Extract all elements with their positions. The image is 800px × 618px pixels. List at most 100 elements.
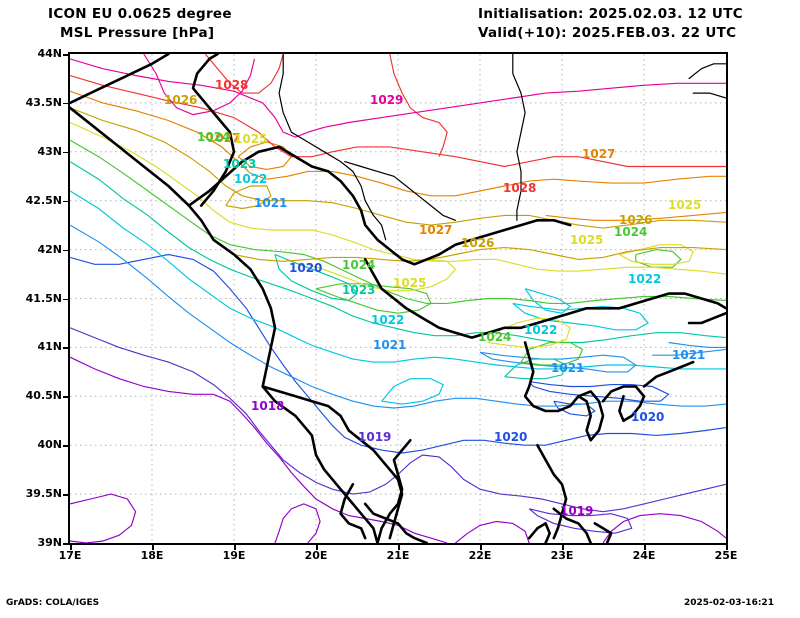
x-tick-mark [70,545,72,550]
y-tick-label: 43.5N [25,95,62,109]
y-tick-mark [63,445,68,447]
map-path [70,106,379,543]
y-tick-label: 41.5N [25,291,62,305]
graticule-grid [70,54,726,543]
map-path [274,253,358,302]
contour-label: 1021 [551,361,585,375]
y-tick-mark [63,54,68,56]
footer-timestamp: 2025-02-03-16:21 [684,598,774,608]
map-path [261,385,404,540]
map-path [70,493,137,543]
contour-label: 1027 [582,147,616,161]
y-tick-mark [63,151,68,154]
y-tick-label: 44N [37,47,62,60]
x-tick-mark [234,545,236,550]
map-path [552,507,592,543]
contour-label: 1020 [631,410,665,424]
map-path [692,92,726,99]
model-title: ICON EU 0.0625 degree [48,6,232,22]
map-path [70,58,726,138]
y-tick-mark [63,396,68,398]
map-path [652,348,726,356]
map-path [487,317,571,348]
initialisation-time: Initialisation: 2025.02.03. 12 UTC [478,6,743,22]
field-title: MSL Pressure [hPa] [60,25,215,41]
x-tick-label: 19E [222,549,246,562]
map-path [70,139,726,304]
map-path [527,522,551,543]
map-path [381,378,444,405]
contour-label: 1023 [342,283,376,297]
y-tick-mark [63,494,68,496]
contour-label: 1020 [494,430,528,444]
y-tick-label: 43N [37,144,62,158]
map-path [187,145,572,266]
map-path [455,520,530,543]
map-path [274,503,321,543]
x-tick-label: 21E [386,549,410,562]
map-path [602,513,726,543]
x-tick-mark [316,545,318,550]
map-path [70,107,726,229]
x-tick-mark [152,545,154,550]
map-path [363,258,726,339]
map-path [70,356,448,543]
map-path [278,54,387,241]
map-path [339,483,367,540]
map-path [225,185,272,210]
contour-label: 1028 [215,78,249,92]
contour-label: 1022 [371,313,405,327]
contour-label: 1019 [560,504,594,518]
y-tick-label: 40.5N [25,389,62,403]
contour-label: 1022 [524,323,558,337]
x-tick-mark [562,545,564,550]
map-path [70,74,726,168]
contour-label: 1018 [251,399,285,413]
map-path [545,211,726,221]
contour-label: 1021 [373,338,407,352]
contour-label: 1022 [234,172,268,186]
x-tick-label: 24E [632,549,656,562]
y-tick-mark [63,347,68,349]
contour-label: 1025 [570,233,604,247]
y-tick-label: 42.5N [25,193,62,207]
map-path [70,161,726,344]
y-tick-label: 39N [37,536,62,549]
coastline-and-border-lines [70,54,726,543]
x-tick-label: 20E [304,549,328,562]
map-path [70,54,170,105]
map-path [523,341,605,442]
contour-plot-svg [70,54,726,543]
contour-label: 1029 [370,93,404,107]
x-tick-label: 25E [714,549,738,562]
contour-label: 1025 [393,276,427,290]
map-path [512,302,649,331]
y-tick-mark [63,543,68,545]
contour-label: 1019 [358,430,392,444]
map-path [601,385,646,423]
contour-label: 1025 [668,198,702,212]
map-path [619,244,694,265]
map-path [363,502,428,543]
x-tick-label: 23E [550,549,574,562]
contour-label: 1020 [289,261,323,275]
pressure-contour-lines [70,54,726,543]
map-path [70,190,726,370]
y-tick-label: 41N [37,340,62,354]
x-tick-mark [480,545,482,550]
map-path [528,381,670,402]
map-path [668,341,726,348]
contour-plot-area: 1028 1029 1026 1027 1025 1024 1023 1022 1021 1028… [68,52,728,545]
y-tick-mark [63,200,68,203]
map-path [70,224,726,409]
map-path [143,54,256,116]
contour-label: 1021 [672,348,706,362]
y-tick-label: 39.5N [25,487,62,501]
contour-label: 1024 [197,130,231,144]
y-tick-label: 42N [37,242,62,256]
map-path [307,258,457,292]
contour-label: 1028 [503,181,537,195]
x-tick-mark [726,545,728,550]
contour-label: 1026 [461,236,495,250]
